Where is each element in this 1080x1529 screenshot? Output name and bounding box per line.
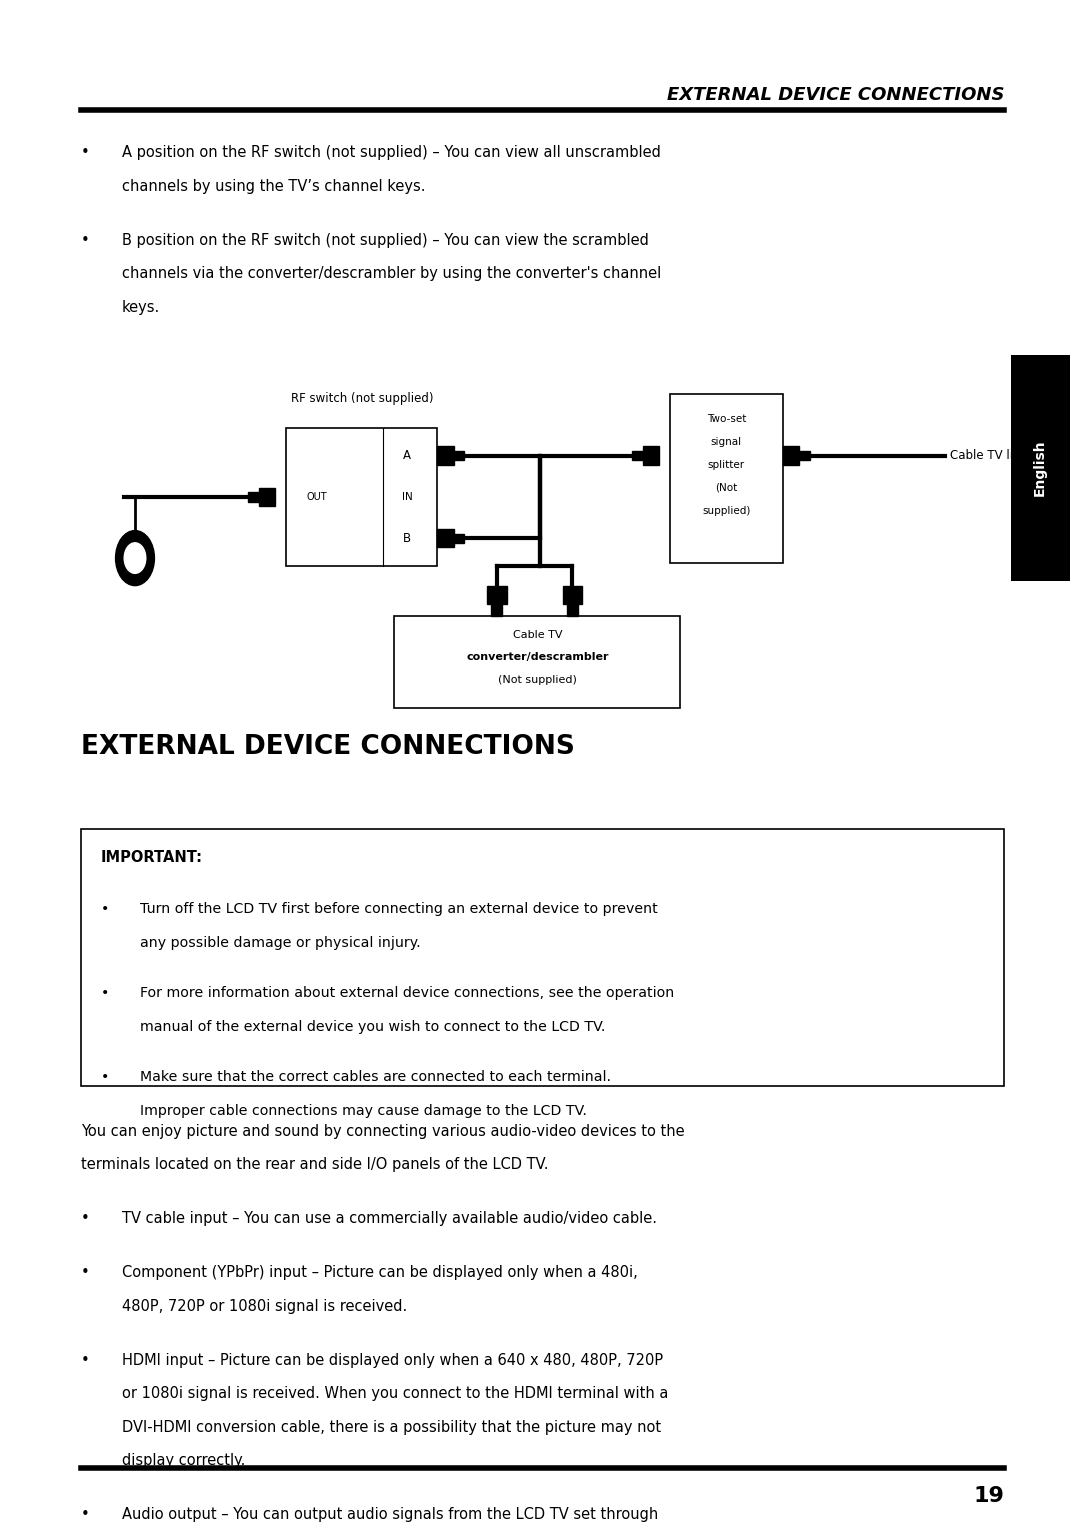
Text: HDMI input – Picture can be displayed only when a 640 x 480, 480P, 720P: HDMI input – Picture can be displayed on…	[122, 1353, 663, 1367]
Text: Audio output – You can output audio signals from the LCD TV set through: Audio output – You can output audio sign…	[122, 1508, 659, 1523]
Text: Cable TV line: Cable TV line	[950, 450, 1028, 462]
Text: RF switch (not supplied): RF switch (not supplied)	[291, 391, 433, 405]
Text: •: •	[81, 1353, 90, 1367]
Text: Cable TV: Cable TV	[513, 630, 562, 639]
Text: •: •	[100, 902, 109, 916]
Text: any possible damage or physical injury.: any possible damage or physical injury.	[140, 936, 421, 950]
Text: IMPORTANT:: IMPORTANT:	[100, 850, 202, 865]
FancyBboxPatch shape	[286, 428, 437, 566]
Text: •: •	[81, 145, 90, 161]
Bar	[454, 451, 464, 460]
Text: (Not supplied): (Not supplied)	[498, 676, 577, 685]
Bar	[437, 529, 454, 547]
Text: OUT: OUT	[306, 492, 327, 502]
Bar	[567, 604, 578, 616]
Text: IN: IN	[402, 492, 413, 502]
Text: •: •	[100, 986, 109, 1000]
Text: channels by using the TV’s channel keys.: channels by using the TV’s channel keys.	[122, 179, 426, 194]
Text: EXTERNAL DEVICE CONNECTIONS: EXTERNAL DEVICE CONNECTIONS	[81, 734, 575, 760]
Bar	[487, 586, 507, 604]
Bar	[783, 446, 799, 465]
Bar	[632, 451, 643, 460]
Bar	[799, 451, 810, 460]
Text: manual of the external device you wish to connect to the LCD TV.: manual of the external device you wish t…	[140, 1020, 606, 1034]
Bar	[454, 534, 464, 543]
Circle shape	[124, 543, 146, 573]
Text: B: B	[403, 532, 411, 544]
Text: •: •	[81, 232, 90, 248]
Bar	[643, 446, 659, 465]
Text: Make sure that the correct cables are connected to each terminal.: Make sure that the correct cables are co…	[140, 1070, 611, 1084]
Text: display correctly.: display correctly.	[122, 1454, 245, 1468]
Text: Turn off the LCD TV first before connecting an external device to prevent: Turn off the LCD TV first before connect…	[140, 902, 658, 916]
Text: •: •	[100, 1070, 109, 1084]
Text: (Not: (Not	[715, 483, 738, 492]
FancyBboxPatch shape	[670, 394, 783, 563]
Text: For more information about external device connections, see the operation: For more information about external devi…	[140, 986, 675, 1000]
FancyBboxPatch shape	[81, 829, 1004, 1086]
Text: TV cable input – You can use a commercially available audio/video cable.: TV cable input – You can use a commercia…	[122, 1211, 657, 1226]
Bar	[437, 446, 454, 465]
Text: Improper cable connections may cause damage to the LCD TV.: Improper cable connections may cause dam…	[140, 1104, 588, 1118]
Text: EXTERNAL DEVICE CONNECTIONS: EXTERNAL DEVICE CONNECTIONS	[667, 86, 1004, 104]
Text: •: •	[81, 1211, 90, 1226]
FancyBboxPatch shape	[394, 616, 680, 708]
FancyBboxPatch shape	[1011, 355, 1070, 581]
Text: •: •	[81, 1264, 90, 1280]
Text: converter/descrambler: converter/descrambler	[467, 653, 608, 662]
Text: You can enjoy picture and sound by connecting various audio-video devices to the: You can enjoy picture and sound by conne…	[81, 1124, 685, 1139]
Text: supplied): supplied)	[702, 506, 751, 515]
Circle shape	[116, 531, 154, 586]
Text: DVI-HDMI conversion cable, there is a possibility that the picture may not: DVI-HDMI conversion cable, there is a po…	[122, 1420, 661, 1434]
Text: Two-set: Two-set	[706, 414, 746, 424]
Bar	[491, 604, 502, 616]
Text: splitter: splitter	[707, 460, 745, 469]
Bar	[248, 492, 259, 502]
Text: channels via the converter/descrambler by using the converter's channel: channels via the converter/descrambler b…	[122, 266, 661, 281]
Text: or 1080i signal is received. When you connect to the HDMI terminal with a: or 1080i signal is received. When you co…	[122, 1387, 669, 1401]
Text: terminals located on the rear and side I/O panels of the LCD TV.: terminals located on the rear and side I…	[81, 1157, 549, 1173]
Text: signal: signal	[711, 437, 742, 446]
Text: •: •	[81, 1508, 90, 1523]
Bar	[259, 488, 275, 506]
Text: keys.: keys.	[122, 300, 160, 315]
Text: 480P, 720P or 1080i signal is received.: 480P, 720P or 1080i signal is received.	[122, 1298, 407, 1313]
Text: A position on the RF switch (not supplied) – You can view all unscrambled: A position on the RF switch (not supplie…	[122, 145, 661, 161]
Bar	[563, 586, 582, 604]
Text: Component (YPbPr) input – Picture can be displayed only when a 480i,: Component (YPbPr) input – Picture can be…	[122, 1264, 638, 1280]
Text: English: English	[1034, 439, 1047, 497]
Text: A: A	[403, 450, 411, 462]
Text: 19: 19	[973, 1486, 1004, 1506]
Text: B position on the RF switch (not supplied) – You can view the scrambled: B position on the RF switch (not supplie…	[122, 232, 649, 248]
